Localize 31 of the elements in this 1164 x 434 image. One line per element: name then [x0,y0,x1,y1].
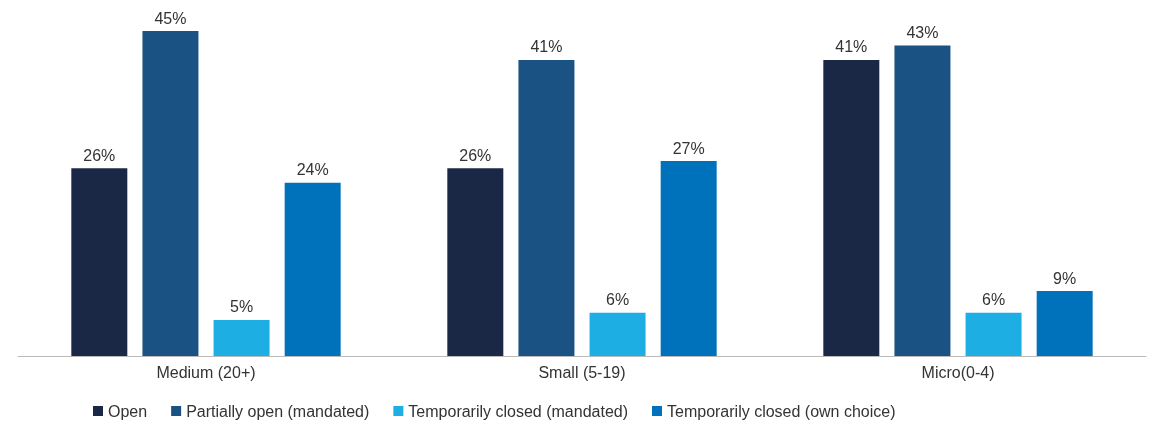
bar [589,312,646,356]
data-label: 41% [530,38,563,56]
legend-label: Partially open (mandated) [186,402,370,420]
bar [518,59,575,356]
data-label: 27% [672,139,705,157]
bar [71,168,128,356]
bar [1036,291,1093,356]
legend-label: Open [108,402,148,420]
data-label: 24% [296,161,329,179]
data-label: 26% [459,146,492,164]
data-label: 6% [982,291,1006,309]
data-label: 45% [154,9,187,27]
data-label: 9% [1053,269,1077,287]
bar [284,182,341,356]
data-label: 26% [83,146,116,164]
data-label: 43% [906,23,939,41]
data-label: 41% [835,38,868,56]
bar [447,168,504,356]
bar [965,312,1022,356]
x-tick-label: Micro(0-4) [921,363,995,381]
bar [142,31,199,356]
x-tick-label: Medium (20+) [156,363,256,381]
bar [894,45,951,356]
bar [823,59,880,356]
legend-label: Temporarily closed (mandated) [408,402,629,420]
bar [213,319,270,356]
data-label: 5% [230,298,254,316]
bar [660,161,717,356]
x-tick-label: Small (5-19) [538,363,626,381]
legend-label: Temporarily closed (own choice) [667,402,896,420]
data-label: 6% [606,291,630,309]
